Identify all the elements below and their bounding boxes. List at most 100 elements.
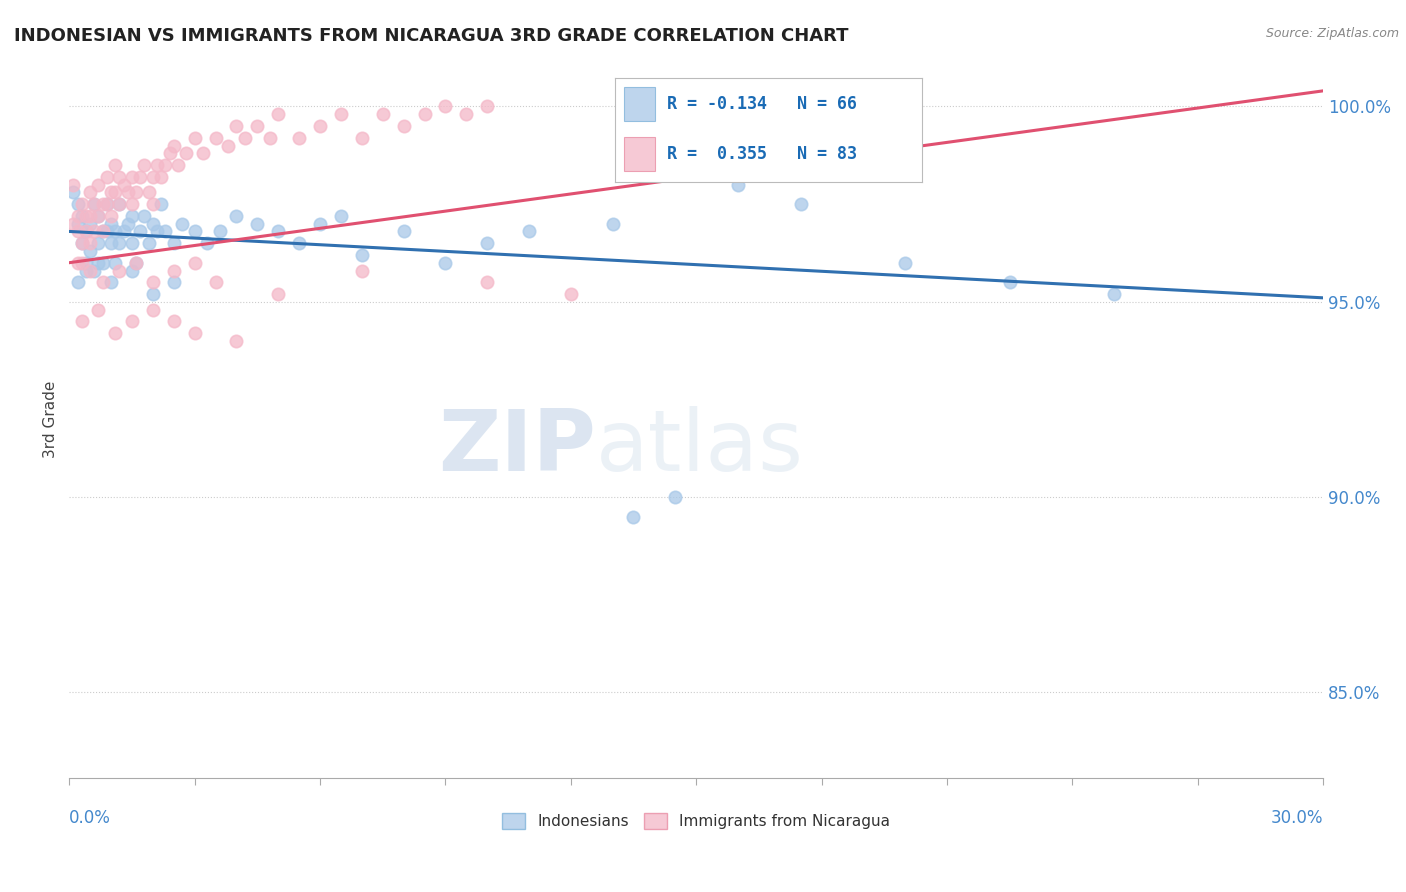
Point [155, 158, 177, 172]
Point [91, 224, 114, 238]
Point [150, 169, 173, 184]
Point [138, 186, 160, 200]
Point [163, 138, 186, 153]
Point [83, 224, 105, 238]
Point [104, 326, 127, 340]
Point [517, 224, 540, 238]
Point [108, 263, 131, 277]
Point [191, 146, 214, 161]
Point [121, 197, 143, 211]
Point [392, 224, 415, 238]
Point [75, 255, 97, 269]
Point [134, 158, 156, 172]
Point [371, 107, 394, 121]
Point [477, 236, 499, 251]
Point [208, 224, 231, 238]
Point [267, 287, 290, 301]
Point [100, 217, 122, 231]
Point [79, 209, 101, 223]
Point [623, 509, 645, 524]
Point [112, 224, 135, 238]
Point [100, 186, 122, 200]
Point [121, 314, 143, 328]
Point [83, 197, 105, 211]
Point [225, 119, 247, 133]
Point [146, 158, 169, 172]
Point [183, 224, 205, 238]
Point [70, 209, 93, 223]
Point [172, 217, 194, 231]
Point [1102, 287, 1125, 301]
Point [66, 224, 89, 238]
Text: 30.0%: 30.0% [1271, 809, 1323, 827]
Point [163, 236, 186, 251]
Point [70, 314, 93, 328]
Point [434, 255, 457, 269]
Point [96, 197, 118, 211]
Point [138, 236, 160, 251]
Point [217, 138, 239, 153]
Point [204, 130, 226, 145]
Point [62, 186, 84, 200]
Point [664, 490, 686, 504]
Point [150, 197, 173, 211]
Point [142, 169, 165, 184]
Point [91, 224, 114, 238]
Point [121, 209, 143, 223]
Point [75, 209, 97, 223]
Point [195, 236, 218, 251]
Point [183, 255, 205, 269]
Point [79, 217, 101, 231]
Point [259, 130, 281, 145]
Point [129, 224, 152, 238]
Point [267, 107, 290, 121]
Y-axis label: 3rd Grade: 3rd Grade [44, 380, 58, 458]
Point [62, 217, 84, 231]
Point [146, 224, 169, 238]
Point [66, 197, 89, 211]
Point [79, 236, 101, 251]
Point [62, 178, 84, 192]
Point [87, 236, 110, 251]
Point [329, 209, 352, 223]
Point [134, 209, 156, 223]
Point [602, 217, 624, 231]
Point [142, 217, 165, 231]
Point [174, 146, 197, 161]
Point [70, 255, 93, 269]
Point [155, 224, 177, 238]
Point [104, 255, 127, 269]
Point [104, 224, 127, 238]
Point [350, 130, 373, 145]
Point [392, 119, 415, 133]
Point [108, 236, 131, 251]
Point [108, 197, 131, 211]
Point [83, 263, 105, 277]
Point [350, 248, 373, 262]
Point [183, 326, 205, 340]
Point [727, 178, 749, 192]
Point [477, 275, 499, 289]
Point [79, 244, 101, 258]
Text: 0.0%: 0.0% [69, 809, 111, 827]
Point [288, 236, 311, 251]
Point [246, 119, 269, 133]
Point [87, 209, 110, 223]
Point [789, 197, 811, 211]
Point [163, 263, 186, 277]
Point [83, 197, 105, 211]
Text: ZIP: ZIP [439, 406, 596, 489]
Point [91, 255, 114, 269]
Point [100, 209, 122, 223]
Point [225, 209, 247, 223]
Point [225, 334, 247, 348]
Point [87, 302, 110, 317]
Point [477, 99, 499, 113]
Point [233, 130, 256, 145]
Point [183, 130, 205, 145]
Point [87, 178, 110, 192]
Point [91, 275, 114, 289]
Point [309, 217, 332, 231]
Point [87, 209, 110, 223]
Point [413, 107, 436, 121]
